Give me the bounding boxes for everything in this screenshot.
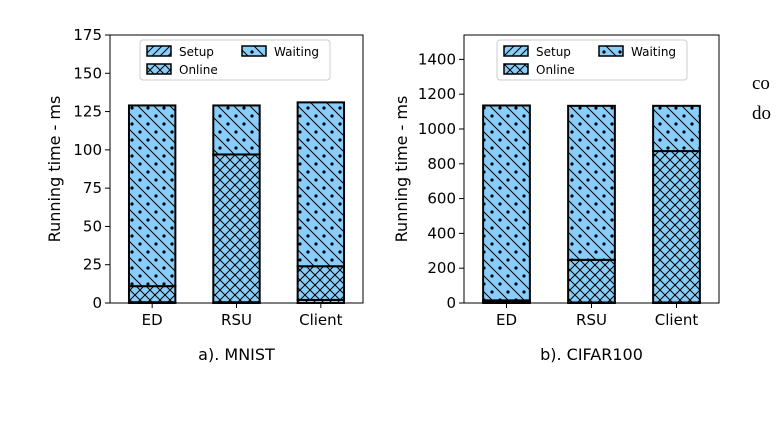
legend-swatch-waiting-hatch (241, 45, 267, 57)
y-tick-label: 0 (446, 294, 456, 312)
legend: Setup Waiting Online (139, 39, 331, 81)
legend: Setup Waiting Online (496, 39, 688, 81)
y-tick-label: 100 (73, 141, 102, 159)
y-axis-label: Running time - ms (392, 96, 411, 243)
y-tick-label: 1200 (418, 85, 456, 103)
y-tick-label: 600 (427, 190, 456, 208)
x-tick-label: RSU (576, 311, 607, 329)
x-tick-label: Client (299, 311, 343, 329)
bar-rsu-online-hatch (212, 153, 261, 304)
legend-swatch-waiting-hatch (598, 45, 624, 57)
side-text-line-1: co (752, 73, 770, 94)
legend-label-waiting: Waiting (631, 45, 676, 59)
x-tick-label: ED (142, 311, 163, 329)
y-tick-label: 25 (83, 256, 102, 274)
bar-rsu-waiting-hatch (567, 104, 616, 261)
bar-rsu-waiting-hatch (212, 104, 261, 156)
y-tick-label: 175 (73, 26, 102, 44)
legend-swatch-online-hatch (146, 63, 172, 75)
y-tick-label: 800 (427, 155, 456, 173)
bar-client-waiting-hatch (296, 101, 346, 268)
legend-swatch-setup-hatch (503, 45, 529, 57)
y-tick-label: 0 (92, 294, 102, 312)
legend-box (139, 39, 331, 81)
bar-rsu-online-hatch (567, 258, 616, 304)
side-text-line-2: do (752, 103, 771, 124)
legend-swatch-setup-hatch (146, 45, 172, 57)
y-tick-label: 150 (73, 64, 102, 82)
legend-label-setup: Setup (536, 45, 571, 59)
x-tick-label: RSU (221, 311, 252, 329)
y-tick-label: 75 (83, 179, 102, 197)
bar-ed-online-hatch (127, 285, 177, 304)
y-tick-label: 125 (73, 103, 102, 121)
y-tick-label: 400 (427, 224, 456, 242)
y-tick-label: 1400 (418, 50, 456, 68)
bar-client-online-hatch (652, 150, 701, 304)
bar-client-waiting-hatch (652, 104, 701, 153)
legend-box (496, 39, 688, 81)
y-tick-label: 1000 (418, 120, 456, 138)
legend-swatch-online-hatch (503, 63, 529, 75)
plot-frame (109, 34, 364, 304)
bar-client-online-hatch (296, 265, 346, 301)
legend-label-setup: Setup (179, 45, 214, 59)
x-tick-label: ED (496, 311, 517, 329)
x-tick-label: Client (655, 311, 699, 329)
chart-title: a). MNIST (198, 345, 275, 364)
plot-frame (463, 34, 720, 304)
cifar100-chart: ED RSU Client 0 200 400 600 800 1000 1200 1400 Runn… (392, 34, 720, 364)
legend-label-online: Online (536, 63, 575, 77)
y-axis-label: Running time - ms (45, 96, 64, 243)
mnist-chart: ED RSU Client 0 25 50 75 100 125 150 175 Running ti… (45, 26, 364, 364)
bar-ed-waiting-hatch (482, 104, 531, 302)
legend-label-online: Online (179, 63, 218, 77)
y-tick-label: 200 (427, 259, 456, 277)
legend-label-waiting: Waiting (274, 45, 319, 59)
bar-ed-waiting-hatch (127, 104, 177, 288)
y-tick-label: 50 (83, 217, 102, 235)
chart-title: b). CIFAR100 (540, 345, 643, 364)
